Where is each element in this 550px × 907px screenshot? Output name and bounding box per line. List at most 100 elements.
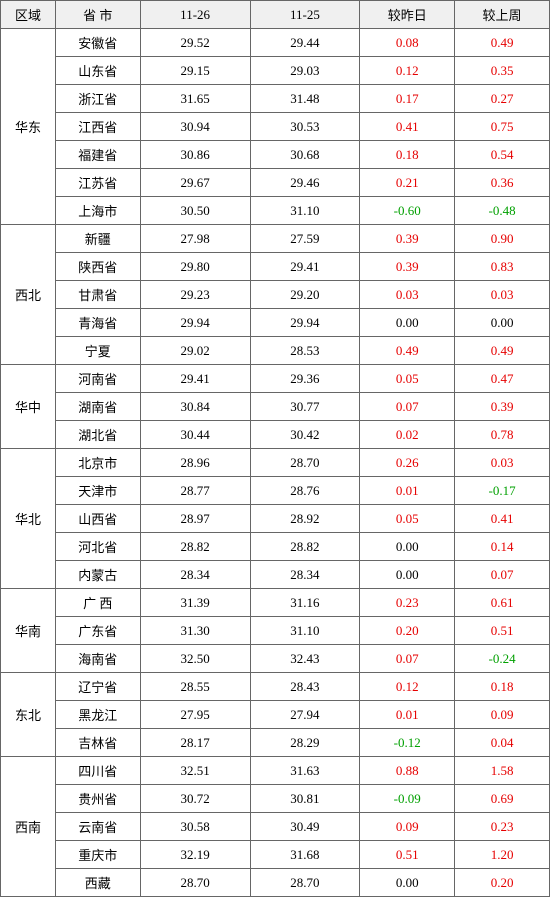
- table-row: 西北新疆27.9827.590.390.90: [1, 225, 550, 253]
- date2-cell: 29.44: [250, 29, 360, 57]
- vs-week-cell: 0.14: [455, 533, 550, 561]
- table-row: 陕西省29.8029.410.390.83: [1, 253, 550, 281]
- table-row: 浙江省31.6531.480.170.27: [1, 85, 550, 113]
- table-row: 重庆市32.1931.680.511.20: [1, 841, 550, 869]
- province-cell: 湖南省: [55, 393, 140, 421]
- table-row: 东北辽宁省28.5528.430.120.18: [1, 673, 550, 701]
- header-row: 区域 省 市 11-26 11-25 较昨日 较上周: [1, 1, 550, 29]
- region-cell: 西北: [1, 225, 56, 365]
- table-row: 云南省30.5830.490.090.23: [1, 813, 550, 841]
- vs-week-cell: 0.69: [455, 785, 550, 813]
- date1-cell: 28.77: [140, 477, 250, 505]
- date1-cell: 31.39: [140, 589, 250, 617]
- vs-week-cell: -0.17: [455, 477, 550, 505]
- vs-day-cell: -0.12: [360, 729, 455, 757]
- table-row: 华北北京市28.9628.700.260.03: [1, 449, 550, 477]
- date2-cell: 31.10: [250, 197, 360, 225]
- vs-week-cell: 0.20: [455, 869, 550, 897]
- vs-day-cell: 0.09: [360, 813, 455, 841]
- date2-cell: 28.76: [250, 477, 360, 505]
- table-row: 黑龙江27.9527.940.010.09: [1, 701, 550, 729]
- vs-day-cell: 0.23: [360, 589, 455, 617]
- date1-cell: 30.84: [140, 393, 250, 421]
- date2-cell: 32.43: [250, 645, 360, 673]
- date2-cell: 28.34: [250, 561, 360, 589]
- vs-day-cell: 0.20: [360, 617, 455, 645]
- table-row: 广东省31.3031.100.200.51: [1, 617, 550, 645]
- vs-day-cell: 0.88: [360, 757, 455, 785]
- table-row: 华南广 西31.3931.160.230.61: [1, 589, 550, 617]
- date2-cell: 28.70: [250, 869, 360, 897]
- date1-cell: 27.95: [140, 701, 250, 729]
- province-cell: 福建省: [55, 141, 140, 169]
- date2-cell: 30.49: [250, 813, 360, 841]
- province-cell: 北京市: [55, 449, 140, 477]
- vs-week-cell: 0.03: [455, 281, 550, 309]
- date1-cell: 29.52: [140, 29, 250, 57]
- date2-cell: 30.53: [250, 113, 360, 141]
- date1-cell: 30.94: [140, 113, 250, 141]
- region-cell: 西南: [1, 757, 56, 897]
- province-cell: 云南省: [55, 813, 140, 841]
- date1-cell: 28.34: [140, 561, 250, 589]
- date1-cell: 30.86: [140, 141, 250, 169]
- province-cell: 浙江省: [55, 85, 140, 113]
- province-cell: 重庆市: [55, 841, 140, 869]
- date2-cell: 31.48: [250, 85, 360, 113]
- table-row: 甘肃省29.2329.200.030.03: [1, 281, 550, 309]
- date1-cell: 30.50: [140, 197, 250, 225]
- vs-day-cell: 0.18: [360, 141, 455, 169]
- header-region: 区域: [1, 1, 56, 29]
- table-row: 山东省29.1529.030.120.35: [1, 57, 550, 85]
- vs-day-cell: 0.12: [360, 673, 455, 701]
- date2-cell: 28.82: [250, 533, 360, 561]
- vs-day-cell: 0.00: [360, 533, 455, 561]
- vs-day-cell: 0.39: [360, 253, 455, 281]
- vs-day-cell: -0.09: [360, 785, 455, 813]
- province-cell: 山西省: [55, 505, 140, 533]
- date1-cell: 28.96: [140, 449, 250, 477]
- vs-week-cell: 0.03: [455, 449, 550, 477]
- province-cell: 江苏省: [55, 169, 140, 197]
- date2-cell: 29.46: [250, 169, 360, 197]
- province-cell: 上海市: [55, 197, 140, 225]
- vs-day-cell: 0.41: [360, 113, 455, 141]
- vs-week-cell: 0.07: [455, 561, 550, 589]
- vs-day-cell: 0.05: [360, 365, 455, 393]
- vs-week-cell: 0.54: [455, 141, 550, 169]
- date2-cell: 30.77: [250, 393, 360, 421]
- province-cell: 西藏: [55, 869, 140, 897]
- region-cell: 华东: [1, 29, 56, 225]
- date1-cell: 29.15: [140, 57, 250, 85]
- date1-cell: 29.94: [140, 309, 250, 337]
- date2-cell: 28.92: [250, 505, 360, 533]
- date1-cell: 29.23: [140, 281, 250, 309]
- date2-cell: 31.63: [250, 757, 360, 785]
- table-row: 河北省28.8228.820.000.14: [1, 533, 550, 561]
- vs-day-cell: 0.39: [360, 225, 455, 253]
- province-cell: 贵州省: [55, 785, 140, 813]
- vs-week-cell: 0.18: [455, 673, 550, 701]
- table-row: 山西省28.9728.920.050.41: [1, 505, 550, 533]
- table-row: 福建省30.8630.680.180.54: [1, 141, 550, 169]
- vs-week-cell: 0.78: [455, 421, 550, 449]
- header-vs-day: 较昨日: [360, 1, 455, 29]
- table-row: 西藏28.7028.700.000.20: [1, 869, 550, 897]
- vs-day-cell: 0.00: [360, 561, 455, 589]
- vs-day-cell: 0.05: [360, 505, 455, 533]
- date2-cell: 27.94: [250, 701, 360, 729]
- date2-cell: 30.68: [250, 141, 360, 169]
- region-cell: 华北: [1, 449, 56, 589]
- vs-day-cell: 0.17: [360, 85, 455, 113]
- table-row: 天津市28.7728.760.01-0.17: [1, 477, 550, 505]
- table-row: 青海省29.9429.940.000.00: [1, 309, 550, 337]
- province-cell: 青海省: [55, 309, 140, 337]
- vs-day-cell: 0.00: [360, 869, 455, 897]
- vs-day-cell: 0.01: [360, 477, 455, 505]
- vs-week-cell: 0.61: [455, 589, 550, 617]
- table-row: 华东安徽省29.5229.440.080.49: [1, 29, 550, 57]
- date2-cell: 27.59: [250, 225, 360, 253]
- date1-cell: 32.19: [140, 841, 250, 869]
- province-cell: 天津市: [55, 477, 140, 505]
- vs-day-cell: 0.02: [360, 421, 455, 449]
